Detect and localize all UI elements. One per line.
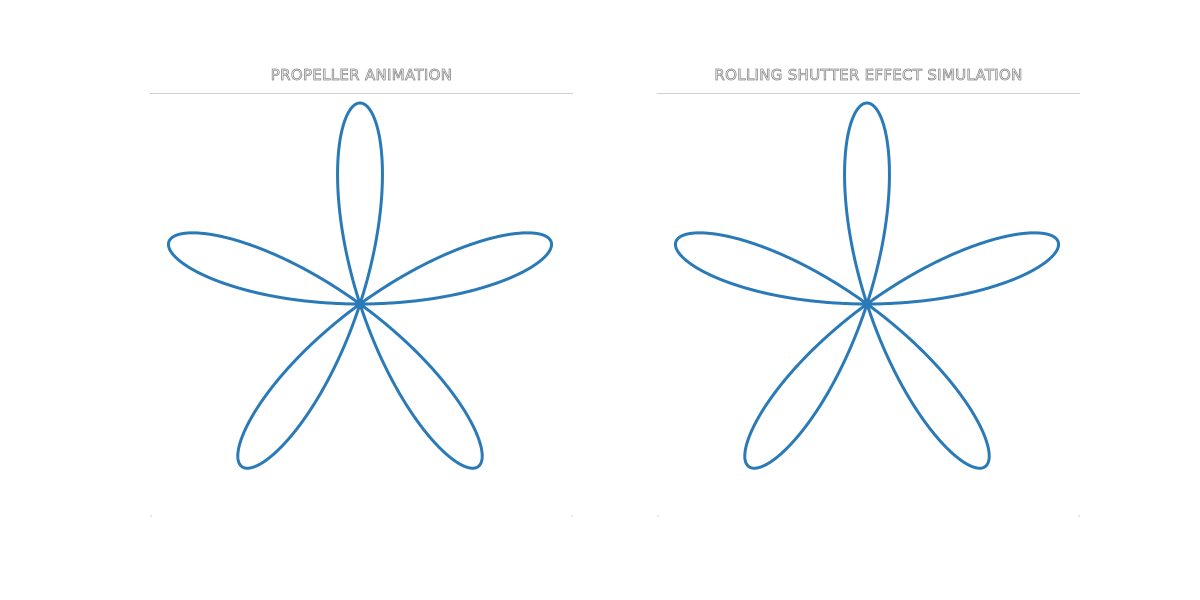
propeller-panel: PROPELLER ANIMATION [150, 60, 573, 518]
rolling-shutter-curve [673, 101, 1061, 470]
axis-corner-left [150, 515, 152, 517]
rolling-shutter-hub [863, 300, 871, 308]
rolling-shutter-panel: ROLLING SHUTTER EFFECT SIMULATION [657, 60, 1080, 518]
propeller-curve [166, 101, 554, 470]
axis-corner-left [657, 515, 659, 517]
title-divider [657, 93, 1080, 94]
panel-title: ROLLING SHUTTER EFFECT SIMULATION [714, 66, 1023, 85]
title-divider [150, 93, 573, 94]
propeller-figure [166, 101, 554, 470]
rolling-shutter-figure [673, 101, 1061, 470]
axis-corner-right [571, 515, 573, 517]
panel-title: PROPELLER ANIMATION [270, 66, 453, 85]
propeller-hub [356, 300, 364, 308]
axis-corner-right [1078, 515, 1080, 517]
